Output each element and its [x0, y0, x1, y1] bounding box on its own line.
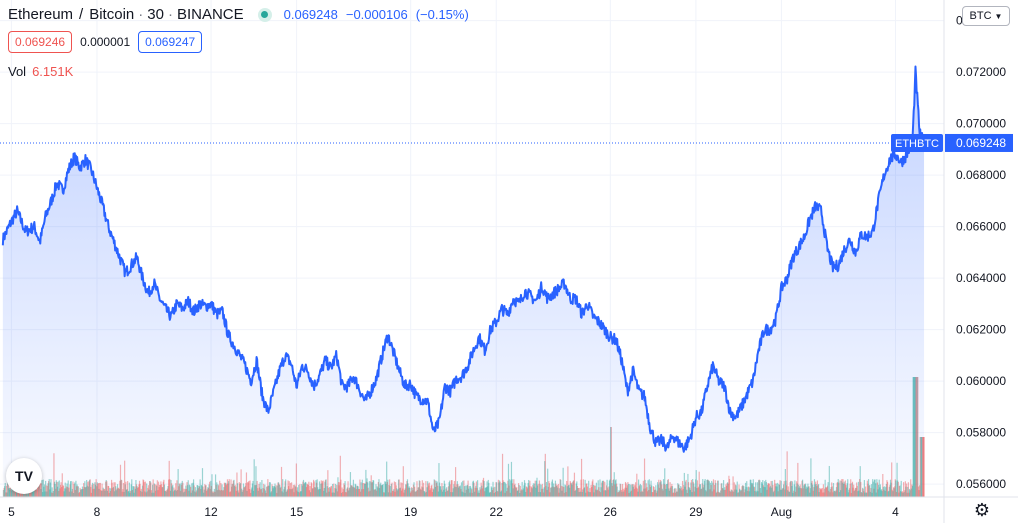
x-tick-label: Aug	[771, 505, 792, 519]
price-change-pct: (−0.15%)	[415, 7, 469, 22]
symbol-name[interactable]: Ethereum	[8, 6, 74, 23]
dot-separator: ·	[138, 6, 144, 23]
dot-separator-2: ·	[167, 6, 173, 23]
price-area-fill	[2, 66, 925, 497]
x-tick-label: 19	[404, 505, 418, 519]
pair-separator: /	[79, 6, 84, 23]
y-tick-label: 0.062000	[956, 323, 1006, 337]
y-tick-label: 0.070000	[956, 117, 1006, 131]
y-tick-label: 0.066000	[956, 220, 1006, 234]
x-tick-label: 15	[290, 505, 304, 519]
gear-icon[interactable]: ⚙	[973, 500, 991, 520]
interval[interactable]: 30	[147, 6, 164, 23]
x-tick-label: 29	[689, 505, 703, 519]
market-status-icon[interactable]	[257, 7, 272, 22]
spread-value: 0.000001	[80, 35, 131, 49]
y-tick-label: 0.058000	[956, 426, 1006, 440]
symbol-header: Ethereum / Bitcoin · 30 · BINANCE 0.0692…	[8, 6, 477, 23]
quote-name[interactable]: Bitcoin	[89, 6, 135, 23]
buy-button[interactable]: 0.069247	[138, 31, 203, 53]
current-price-tag: 0.069248	[956, 136, 1006, 150]
symbol-tag: ETHBTC	[895, 138, 939, 150]
symbol-tag-bg	[891, 133, 943, 152]
tradingview-logo-icon[interactable]: TV	[6, 458, 42, 494]
y-tick-label: 0.064000	[956, 271, 1006, 285]
y-tick-label: 0.068000	[956, 168, 1006, 182]
last-price: 0.069248	[283, 7, 338, 22]
current-price-tag-bg	[945, 133, 1013, 152]
price-area	[1, 65, 925, 497]
x-tick-label: 5	[8, 505, 15, 519]
x-tick-label: 8	[94, 505, 101, 519]
volume-value: 6.151K	[32, 64, 74, 79]
x-tick-label: 4	[892, 505, 899, 519]
sell-button[interactable]: 0.069246	[8, 31, 73, 53]
chevron-down-icon: ▼	[994, 11, 1003, 21]
y-tick-label: 0.056000	[956, 477, 1006, 491]
price-change: −0.000106	[345, 7, 408, 22]
logo-text: TV	[15, 468, 33, 484]
x-tick-label: 22	[490, 505, 504, 519]
trade-prices: 0.069246 0.000001 0.069247	[8, 31, 203, 53]
y-tick-label: 0.060000	[956, 374, 1006, 388]
y-tick-label: 0.072000	[956, 65, 1006, 79]
price-labels: ETHBTC 0.069248	[0, 133, 1013, 152]
volume-legend[interactable]: Vol 6.151K	[8, 64, 73, 79]
exchange[interactable]: BINANCE	[176, 6, 244, 23]
price-line	[1, 65, 925, 453]
x-tick-label: 12	[204, 505, 218, 519]
x-tick-label: 26	[604, 505, 618, 519]
currency-label: BTC	[969, 10, 992, 22]
currency-button[interactable]: BTC ▼	[962, 6, 1010, 26]
volume-label: Vol	[8, 64, 27, 79]
